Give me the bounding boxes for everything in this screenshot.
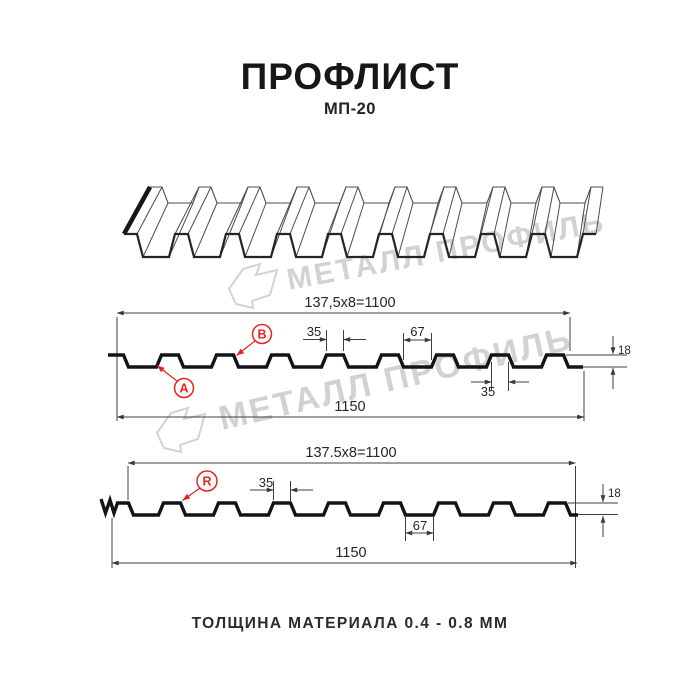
- rib-edge-line: [544, 186, 555, 235]
- callout-circle-r: [196, 470, 218, 492]
- rib-edge-line: [391, 186, 408, 235]
- rib-edge-line: [244, 202, 267, 258]
- cross-section-profile: [99, 494, 578, 519]
- rib-top-width-label: 35: [259, 475, 273, 490]
- callout-circle-b: [251, 323, 273, 345]
- rib-edge-line: [499, 202, 512, 258]
- rib-edge-line: [493, 186, 506, 235]
- rib-edge-line: [346, 202, 365, 258]
- rib-edge-line: [448, 202, 463, 258]
- watermark-text: МЕТАЛЛ ПРОФИЛЬ: [284, 206, 608, 297]
- rib-edge-line: [142, 202, 169, 258]
- rib-edge-line: [295, 202, 316, 258]
- callout-leader-r: [182, 487, 201, 501]
- rib-top-width-label: 35: [307, 324, 321, 339]
- callout-letter-r: R: [202, 475, 211, 489]
- rib-edge-line: [480, 186, 494, 235]
- rib-edge-line: [168, 202, 194, 258]
- page-subtitle: МП-20: [324, 100, 376, 118]
- overall-width-label: 1150: [335, 545, 366, 561]
- rib-edge-line: [531, 186, 543, 235]
- valley-width-label: 67: [410, 324, 424, 339]
- height-label: 18: [608, 488, 621, 500]
- rib-edge-line: [340, 186, 359, 235]
- sheet-front-edge: [124, 232, 596, 259]
- profile-3d-sketch: [122, 185, 604, 259]
- working-width-label: 137.5x8=1100: [305, 445, 396, 461]
- cross-section-face-ab: 137,5x8=1100 1150 35 67 18 35 А В: [108, 295, 631, 421]
- rib-edge-line: [397, 202, 414, 258]
- rib-edge-line: [289, 186, 310, 235]
- callout-letter-b: В: [257, 328, 266, 342]
- rib-edge-line: [174, 186, 200, 235]
- callout-leader-a: [156, 365, 178, 382]
- rib-edge-line: [582, 186, 592, 235]
- callout-letter-a: А: [179, 382, 188, 396]
- rib-edge-line: [550, 202, 561, 258]
- rib-edge-line: [595, 186, 604, 235]
- cross-section-profile: [108, 353, 583, 369]
- cross-section-reverse-r: 137.5x8=1100 1150 35 67 18 R: [99, 445, 621, 568]
- callout-circle-a: [173, 377, 195, 399]
- rib-edge-line: [219, 202, 243, 258]
- overall-width-label: 1150: [334, 399, 365, 415]
- sheet-cut-edge: [122, 185, 152, 236]
- material-thickness-caption: ТОЛЩИНА МАТЕРИАЛА 0.4 - 0.8 ММ: [191, 615, 509, 632]
- rib-edge-line: [225, 186, 249, 235]
- callout-leader-b: [236, 340, 256, 356]
- valley-width-label: 67: [413, 518, 427, 533]
- page-title: ПРОФЛИСТ: [240, 56, 460, 97]
- rib-edge-line: [442, 186, 457, 235]
- rib-edge-line: [187, 186, 212, 235]
- working-width-label: 137,5x8=1100: [304, 295, 395, 311]
- rib-edge-line: [429, 186, 445, 235]
- metall-profil-logo: [227, 262, 279, 310]
- rib-edge-line: [238, 186, 261, 235]
- watermark-text: МЕТАЛЛ ПРОФИЛЬ: [215, 319, 576, 437]
- sheet-back-edge: [150, 186, 603, 204]
- rib-edge-line: [136, 186, 163, 235]
- metall-profil-logo: [155, 406, 207, 454]
- height-label: 18: [618, 345, 631, 357]
- rib-edge-line: [193, 202, 218, 258]
- rib-bottom-width-label: 35: [481, 384, 495, 399]
